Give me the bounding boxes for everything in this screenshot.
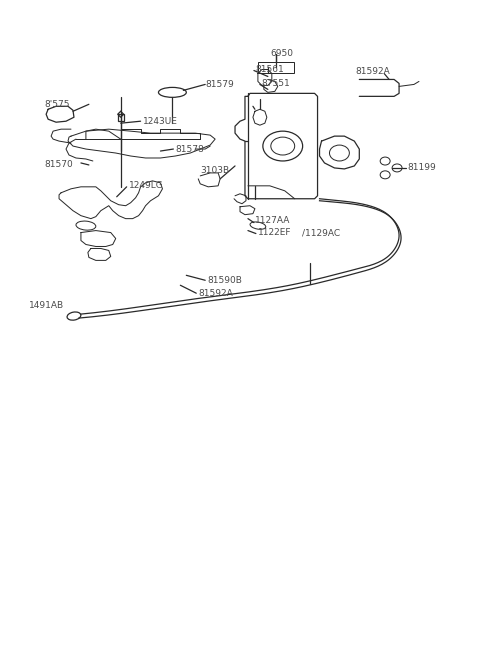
Text: 81579: 81579 (205, 80, 234, 89)
Text: 1249LG: 1249LG (129, 181, 163, 191)
Text: 81592A: 81592A (355, 67, 390, 76)
Ellipse shape (380, 171, 390, 179)
Text: 1122EF: 1122EF (258, 228, 291, 237)
Ellipse shape (76, 221, 96, 230)
Text: 81561: 81561 (255, 65, 284, 74)
Text: 81592A: 81592A (198, 288, 233, 298)
Ellipse shape (392, 164, 402, 172)
Text: 6950: 6950 (271, 49, 294, 58)
Text: 81590B: 81590B (207, 276, 242, 284)
Ellipse shape (380, 157, 390, 165)
Text: 1127AA: 1127AA (255, 216, 290, 225)
Bar (118, 114, 124, 121)
Text: 81578: 81578 (175, 145, 204, 154)
Text: 81570: 81570 (44, 160, 73, 170)
Ellipse shape (67, 312, 81, 320)
Ellipse shape (158, 87, 186, 97)
Ellipse shape (329, 145, 349, 161)
Text: 1243UE: 1243UE (143, 117, 178, 125)
Text: 87551: 87551 (261, 79, 289, 88)
Bar (258, 62, 294, 74)
Text: /1129AC: /1129AC (301, 228, 340, 237)
Ellipse shape (250, 222, 266, 229)
Ellipse shape (271, 137, 295, 155)
Ellipse shape (263, 131, 302, 161)
Text: 81199: 81199 (407, 164, 436, 172)
Text: 3103B: 3103B (200, 166, 229, 175)
Text: 8'575: 8'575 (44, 100, 70, 109)
Text: 1491AB: 1491AB (29, 301, 64, 309)
